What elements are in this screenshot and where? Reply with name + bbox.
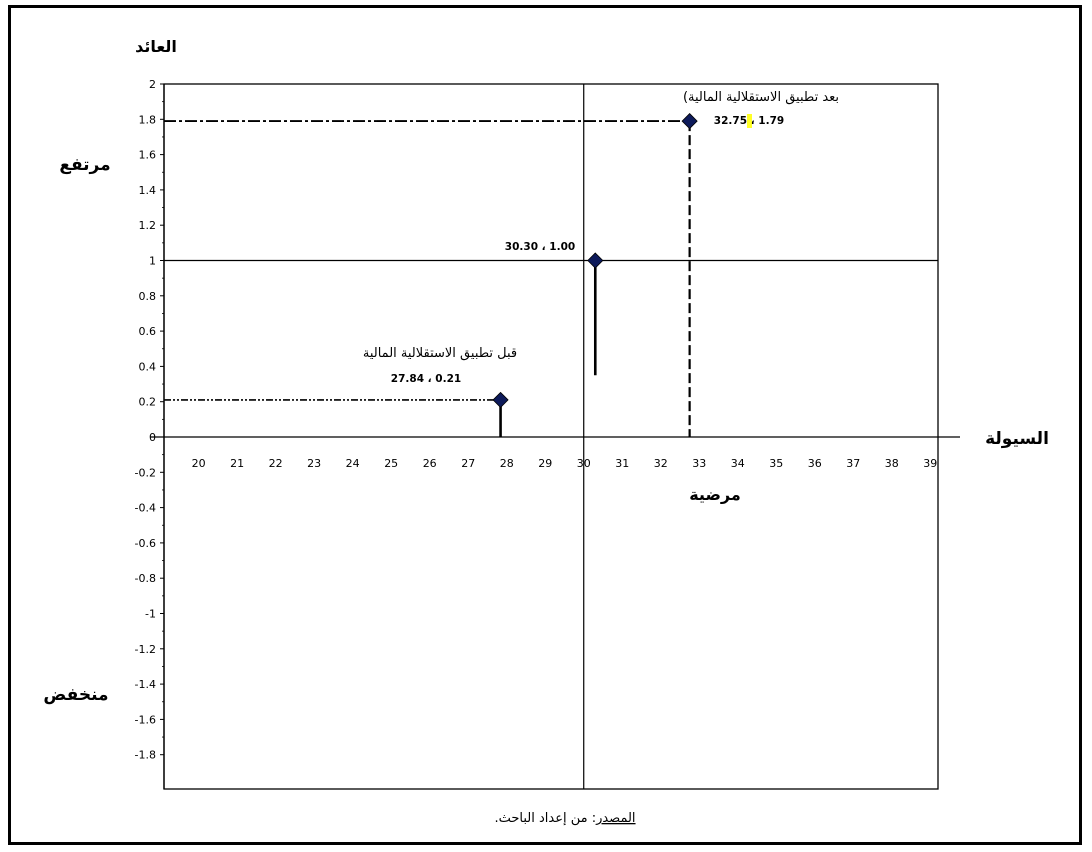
x-tick-label: 33 xyxy=(692,457,706,470)
reference-lines xyxy=(164,84,938,789)
y-tick-label: -0.2 xyxy=(135,466,156,479)
x-tick-label: 27 xyxy=(461,457,475,470)
x-tick-label: 34 xyxy=(731,457,745,470)
x-tick-label: 39 xyxy=(923,457,937,470)
x-tick-label: 38 xyxy=(885,457,899,470)
x-tick-label: 29 xyxy=(538,457,552,470)
guide-lines xyxy=(164,120,691,437)
y-high-label: مرتفع xyxy=(59,155,110,175)
y-tick-label: 1.2 xyxy=(139,219,157,232)
data-points xyxy=(492,112,698,409)
source-text: : من إعداد الباحث. xyxy=(494,811,596,826)
x-tick-label: 28 xyxy=(500,457,514,470)
x-tick-label: 37 xyxy=(846,457,860,470)
caption-before: قبل تطبيق الاستقلالية المالية xyxy=(363,346,517,361)
x-tick-label: 26 xyxy=(423,457,437,470)
y-axis-title: العائد xyxy=(135,37,177,56)
y-tick-label: 0.4 xyxy=(139,360,157,373)
caption-after: بعد تطبيق الاستقلالية المالية) xyxy=(683,90,839,105)
y-tick-label: 0.8 xyxy=(139,290,157,303)
x-tick-label: 24 xyxy=(346,457,360,470)
y-tick-label: 1.6 xyxy=(139,149,157,162)
y-tick-label: -1.2 xyxy=(135,643,156,656)
x-tick-label: 31 xyxy=(615,457,629,470)
y-tick-label: 0 xyxy=(149,431,156,444)
value-label-before: 27.84 ، 0.21 xyxy=(391,373,461,385)
y-tick-label: -1.6 xyxy=(135,713,156,726)
x-tick-label: 35 xyxy=(769,457,783,470)
x-axis-title: السيولة xyxy=(985,429,1049,449)
y-tick-label: 1.8 xyxy=(139,113,157,126)
y-tick-label: 1.4 xyxy=(139,184,157,197)
highlight-mark xyxy=(747,114,752,128)
y-tick-label: -0.8 xyxy=(135,572,156,585)
y-tick-label: -0.6 xyxy=(135,537,156,550)
source-note: المصدر: من إعداد الباحث. xyxy=(494,811,635,826)
y-tick-label: -1.4 xyxy=(135,678,156,691)
chart-frame xyxy=(8,5,1082,845)
y-tick-label: -1 xyxy=(145,608,156,621)
y-tick-label: 0.2 xyxy=(139,396,157,409)
source-label: المصدر xyxy=(595,811,635,826)
x-tick-label: 21 xyxy=(230,457,244,470)
y-ticks: 2 1.8 1.6 1.4 1.2 1 0.8 0.6 0.4 0.2 0 -0.2 -0.4 -0.6 -… xyxy=(135,78,164,762)
x-tick-label: 20 xyxy=(192,457,206,470)
x-tick-label: 22 xyxy=(269,457,283,470)
y-low-label: منخفض xyxy=(43,685,108,705)
value-label-mid: 30.30 ، 1.00 xyxy=(505,241,575,253)
y-tick-label: 1 xyxy=(149,255,156,268)
data-point-marker xyxy=(587,252,604,269)
x-zone-label: مرضية xyxy=(689,485,741,504)
x-tick-label: 25 xyxy=(384,457,398,470)
x-tick-label: 36 xyxy=(808,457,822,470)
y-tick-label: -1.8 xyxy=(135,749,156,762)
data-point-marker xyxy=(492,391,509,409)
y-tick-label: -0.4 xyxy=(135,502,156,515)
x-tick-label: 32 xyxy=(654,457,668,470)
x-tick-label: 23 xyxy=(307,457,321,470)
y-tick-label: 0.6 xyxy=(139,325,157,338)
x-ticks: 20 21 22 23 24 25 26 27 28 29 30 31 32 33 34 35 36 37 38 39 xyxy=(192,457,938,470)
y-tick-label: 2 xyxy=(149,78,156,91)
data-point-marker xyxy=(681,112,698,130)
